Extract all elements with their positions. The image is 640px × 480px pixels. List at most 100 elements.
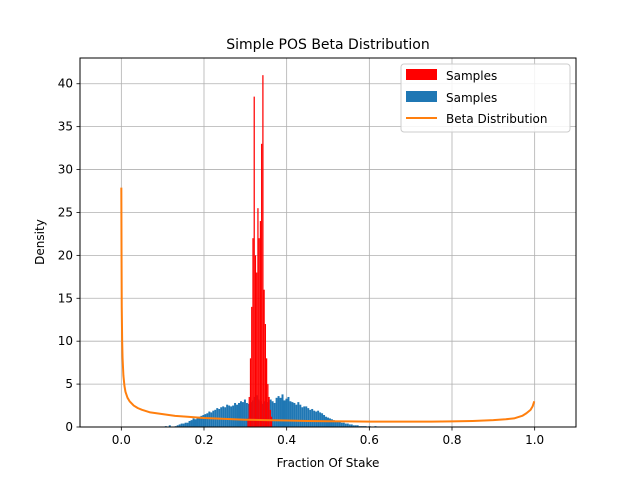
- blue-histogram-bar: [299, 404, 302, 427]
- red-histogram-bar: [259, 221, 262, 427]
- blue-histogram-bar: [202, 414, 205, 427]
- blue-histogram-bar: [287, 396, 290, 427]
- y-tick-label: 0: [65, 420, 73, 434]
- blue-histogram-bar: [230, 406, 233, 427]
- red-histogram-bar: [254, 255, 257, 427]
- blue-histogram-bar: [340, 422, 343, 427]
- blue-histogram-bar: [303, 406, 306, 427]
- red-histogram-bar: [261, 143, 263, 427]
- blue-histogram-bar: [232, 405, 235, 427]
- blue-histogram-bar: [200, 415, 203, 427]
- blue-histogram-bar: [243, 399, 246, 427]
- blue-histogram-bar: [328, 418, 331, 427]
- y-tick-label: 25: [58, 205, 73, 219]
- x-tick-label: 0.8: [442, 433, 461, 447]
- blue-histogram-bar: [319, 412, 322, 427]
- blue-histogram-bar: [354, 425, 357, 427]
- legend-label-line: Beta Distribution: [446, 112, 548, 126]
- legend-label-red: Samples: [446, 69, 497, 83]
- blue-histogram-bar: [352, 425, 355, 427]
- blue-histogram-bar: [348, 424, 351, 427]
- blue-histogram-bar: [285, 398, 288, 427]
- red-histogram: [247, 75, 273, 428]
- blue-histogram-bar: [334, 420, 337, 427]
- blue-histogram-bar: [273, 402, 276, 427]
- red-histogram-bar: [253, 96, 255, 428]
- blue-histogram-bar: [332, 420, 335, 427]
- red-histogram-bar: [268, 396, 270, 427]
- blue-histogram-bar: [194, 419, 197, 427]
- red-histogram-bar: [267, 384, 269, 427]
- red-histogram-bar: [249, 358, 252, 427]
- red-histogram-bar: [266, 358, 268, 427]
- blue-histogram-bar: [301, 407, 304, 427]
- red-histogram-bar: [269, 409, 271, 427]
- blue-histogram-bar: [271, 401, 274, 427]
- blue-histogram-bar: [321, 413, 324, 427]
- y-tick-label: 10: [58, 334, 73, 348]
- red-histogram-bar: [258, 238, 260, 427]
- blue-histogram-bar: [222, 406, 225, 427]
- blue-histogram-bar: [241, 402, 244, 427]
- blue-histogram-bar: [344, 423, 347, 427]
- red-histogram-bar: [252, 238, 254, 427]
- blue-histogram-bar: [330, 419, 333, 427]
- red-histogram-bar: [257, 208, 259, 427]
- blue-histogram-bar: [192, 418, 195, 427]
- y-axis: 0 5 10 15 20 25 30 35 40: [58, 77, 80, 434]
- blue-histogram-bar: [305, 406, 308, 427]
- blue-histogram-bar: [208, 411, 211, 427]
- blue-histogram-bar: [239, 401, 242, 427]
- blue-histogram-bar: [245, 402, 248, 427]
- chart-title: Simple POS Beta Distribution: [226, 37, 429, 53]
- blue-histogram-bar: [311, 408, 314, 427]
- blue-histogram-bar: [182, 423, 185, 427]
- x-tick-label: 0.6: [360, 433, 379, 447]
- blue-histogram-bar: [283, 400, 286, 427]
- legend-swatch-red: [406, 69, 437, 80]
- blue-histogram-bar: [338, 421, 341, 427]
- blue-histogram-bar: [279, 397, 282, 427]
- x-axis: 0.0 0.2 0.4 0.6 0.8 1.0: [112, 427, 544, 447]
- blue-histogram-bar: [317, 410, 320, 427]
- blue-histogram-bar: [313, 410, 316, 427]
- blue-histogram-bar: [190, 420, 193, 427]
- blue-histogram-bar: [210, 412, 213, 427]
- blue-histogram-bar: [281, 394, 284, 427]
- legend-box: [400, 63, 571, 133]
- blue-histogram-bar: [228, 405, 231, 427]
- red-histogram-bar: [264, 324, 266, 427]
- y-tick-label: 5: [65, 377, 73, 391]
- x-axis-title: Fraction Of Stake: [277, 456, 380, 470]
- blue-histogram-bar: [186, 422, 189, 427]
- blue-histogram-bar: [198, 416, 201, 427]
- red-histogram-bar: [262, 75, 264, 428]
- y-tick-label: 20: [58, 248, 73, 262]
- beta-distribution-line: [120, 187, 536, 423]
- blue-histogram-bar: [220, 407, 223, 427]
- red-histogram-bar: [248, 396, 250, 427]
- blue-histogram-bar: [342, 422, 345, 427]
- blue-histogram-bar: [275, 397, 278, 427]
- blue-histogram: [164, 394, 377, 427]
- blue-histogram-bar: [307, 408, 310, 427]
- y-tick-label: 30: [58, 163, 73, 177]
- blue-histogram-bar: [356, 425, 359, 427]
- y-tick-label: 40: [58, 77, 73, 91]
- red-histogram-bar: [251, 306, 253, 427]
- blue-histogram-bar: [180, 423, 183, 427]
- red-histogram-bar: [256, 272, 258, 427]
- blue-histogram-bar: [295, 404, 298, 427]
- blue-histogram-bar: [236, 404, 239, 427]
- beta-line-layer: [120, 187, 536, 423]
- blue-histogram-bar: [226, 404, 229, 427]
- blue-histogram-bar: [176, 425, 179, 427]
- blue-histogram-bar: [204, 414, 207, 427]
- blue-histogram-bar: [184, 422, 187, 427]
- legend: Samples Samples Beta Distribution: [400, 63, 571, 133]
- blue-histogram-bar: [336, 421, 339, 427]
- blue-histogram-bar: [346, 423, 349, 427]
- blue-histogram-bar: [327, 417, 329, 427]
- legend-swatch-blue: [406, 91, 437, 102]
